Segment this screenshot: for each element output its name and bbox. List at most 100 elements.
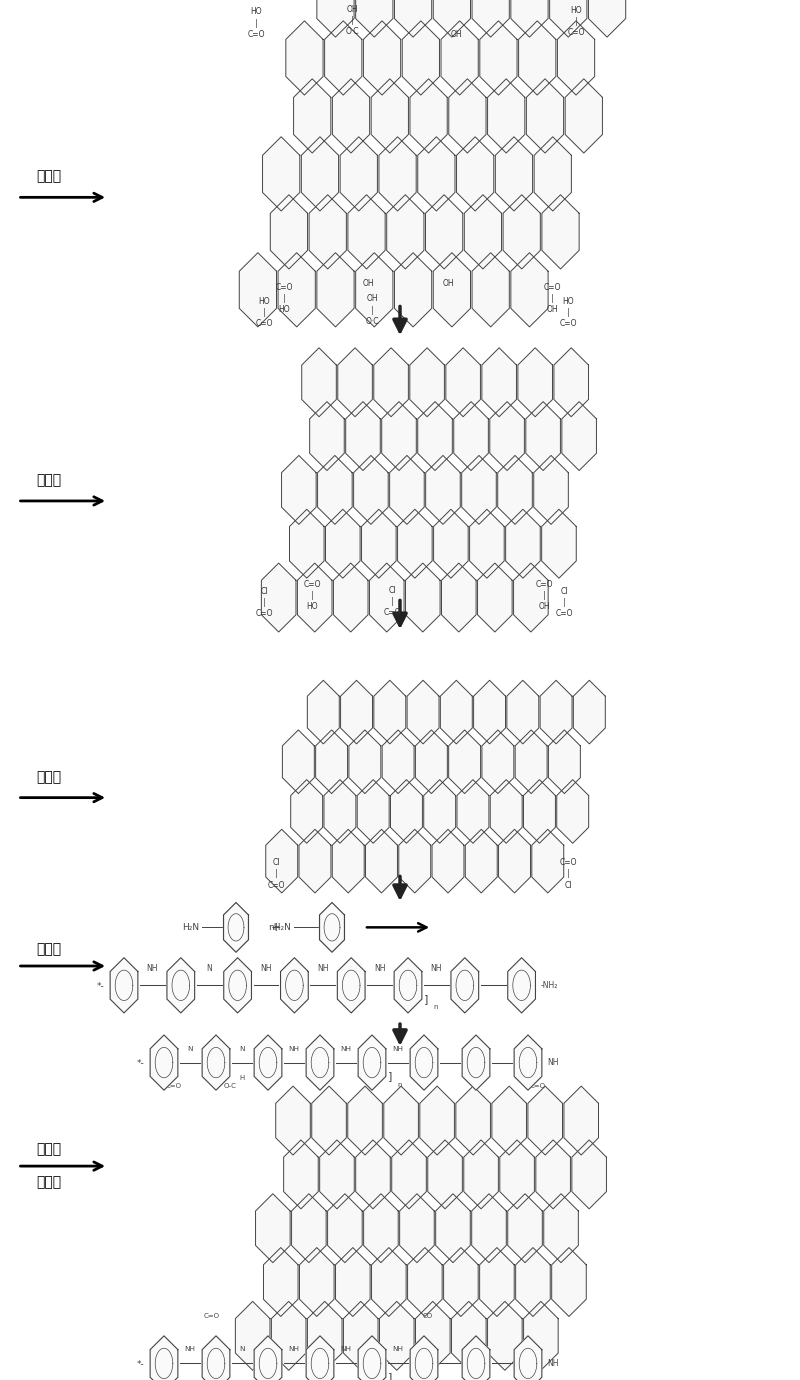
Text: N: N <box>206 963 212 973</box>
Text: OH
|
O·C: OH | O·C <box>346 4 358 36</box>
Text: NH: NH <box>341 1347 351 1352</box>
Text: NH: NH <box>430 963 442 973</box>
Polygon shape <box>482 348 517 417</box>
Polygon shape <box>239 253 277 327</box>
Polygon shape <box>410 79 447 153</box>
Polygon shape <box>482 730 514 793</box>
Text: 步骤二: 步骤二 <box>36 770 61 784</box>
Polygon shape <box>332 829 364 893</box>
Polygon shape <box>434 253 470 327</box>
Polygon shape <box>282 730 314 793</box>
Text: N: N <box>239 1046 245 1052</box>
Text: HO
|
C=O: HO | C=O <box>567 6 585 37</box>
Polygon shape <box>514 1336 542 1380</box>
Polygon shape <box>392 1140 426 1209</box>
Polygon shape <box>562 402 597 471</box>
Polygon shape <box>398 829 430 893</box>
Polygon shape <box>276 1086 310 1155</box>
Polygon shape <box>456 1086 490 1155</box>
Polygon shape <box>150 1336 178 1380</box>
Text: HO
|
C=O: HO | C=O <box>255 297 273 328</box>
Polygon shape <box>572 1140 606 1209</box>
Polygon shape <box>307 680 339 744</box>
Polygon shape <box>306 1336 334 1380</box>
Polygon shape <box>480 21 517 95</box>
Polygon shape <box>498 829 530 893</box>
Polygon shape <box>167 958 194 1013</box>
Text: 步骤二: 步骤二 <box>36 473 61 487</box>
Polygon shape <box>290 780 322 843</box>
Polygon shape <box>492 1086 526 1155</box>
Polygon shape <box>349 730 381 793</box>
Polygon shape <box>223 903 249 952</box>
Polygon shape <box>515 730 547 793</box>
Text: NH: NH <box>393 1347 403 1352</box>
Text: NH: NH <box>289 1347 299 1352</box>
Polygon shape <box>449 79 486 153</box>
Polygon shape <box>390 455 424 524</box>
Text: OH: OH <box>442 279 454 288</box>
Polygon shape <box>507 680 538 744</box>
Polygon shape <box>446 348 481 417</box>
Polygon shape <box>426 455 460 524</box>
Polygon shape <box>526 402 561 471</box>
Polygon shape <box>542 195 579 269</box>
Polygon shape <box>318 455 352 524</box>
Polygon shape <box>358 780 389 843</box>
Polygon shape <box>358 1035 386 1090</box>
Polygon shape <box>320 1140 354 1209</box>
Polygon shape <box>557 780 589 843</box>
Text: NH: NH <box>547 1058 558 1067</box>
Text: n: n <box>434 1005 438 1010</box>
Text: NH: NH <box>185 1347 195 1352</box>
Polygon shape <box>270 195 307 269</box>
Polygon shape <box>319 903 345 952</box>
Polygon shape <box>298 563 332 632</box>
Polygon shape <box>394 0 432 37</box>
Polygon shape <box>544 1194 578 1263</box>
Polygon shape <box>542 509 576 578</box>
Polygon shape <box>428 1140 462 1209</box>
Polygon shape <box>464 1140 498 1209</box>
Polygon shape <box>307 1301 342 1370</box>
Polygon shape <box>451 1301 486 1370</box>
Polygon shape <box>558 21 594 95</box>
Text: H: H <box>239 1075 245 1081</box>
Polygon shape <box>317 0 354 37</box>
Polygon shape <box>356 0 393 37</box>
Polygon shape <box>523 1301 558 1370</box>
Polygon shape <box>478 563 512 632</box>
Polygon shape <box>528 1086 562 1155</box>
Polygon shape <box>224 958 251 1013</box>
Polygon shape <box>511 253 548 327</box>
Polygon shape <box>338 348 372 417</box>
Polygon shape <box>472 0 510 37</box>
Polygon shape <box>254 1035 282 1090</box>
Polygon shape <box>451 958 478 1013</box>
Polygon shape <box>462 1336 490 1380</box>
Polygon shape <box>565 79 602 153</box>
Polygon shape <box>564 1086 598 1155</box>
Text: +: + <box>270 920 282 934</box>
Polygon shape <box>382 730 414 793</box>
Text: Cl
|
C=O: Cl | C=O <box>255 586 273 618</box>
Polygon shape <box>466 829 498 893</box>
Polygon shape <box>472 1194 506 1263</box>
Polygon shape <box>294 79 331 153</box>
Polygon shape <box>480 1248 514 1317</box>
Polygon shape <box>278 253 315 327</box>
Text: C=O: C=O <box>204 1314 220 1319</box>
Text: C=O
|
Cl: C=O | Cl <box>559 858 577 890</box>
Polygon shape <box>366 829 398 893</box>
Polygon shape <box>348 195 385 269</box>
Polygon shape <box>516 1248 550 1317</box>
Polygon shape <box>506 509 540 578</box>
Polygon shape <box>462 455 496 524</box>
Text: C=O: C=O <box>166 1083 182 1089</box>
Polygon shape <box>390 780 422 843</box>
Polygon shape <box>495 137 533 211</box>
Polygon shape <box>415 1301 450 1370</box>
Polygon shape <box>410 348 444 417</box>
Text: ]: ] <box>388 1372 392 1380</box>
Polygon shape <box>384 1086 418 1155</box>
